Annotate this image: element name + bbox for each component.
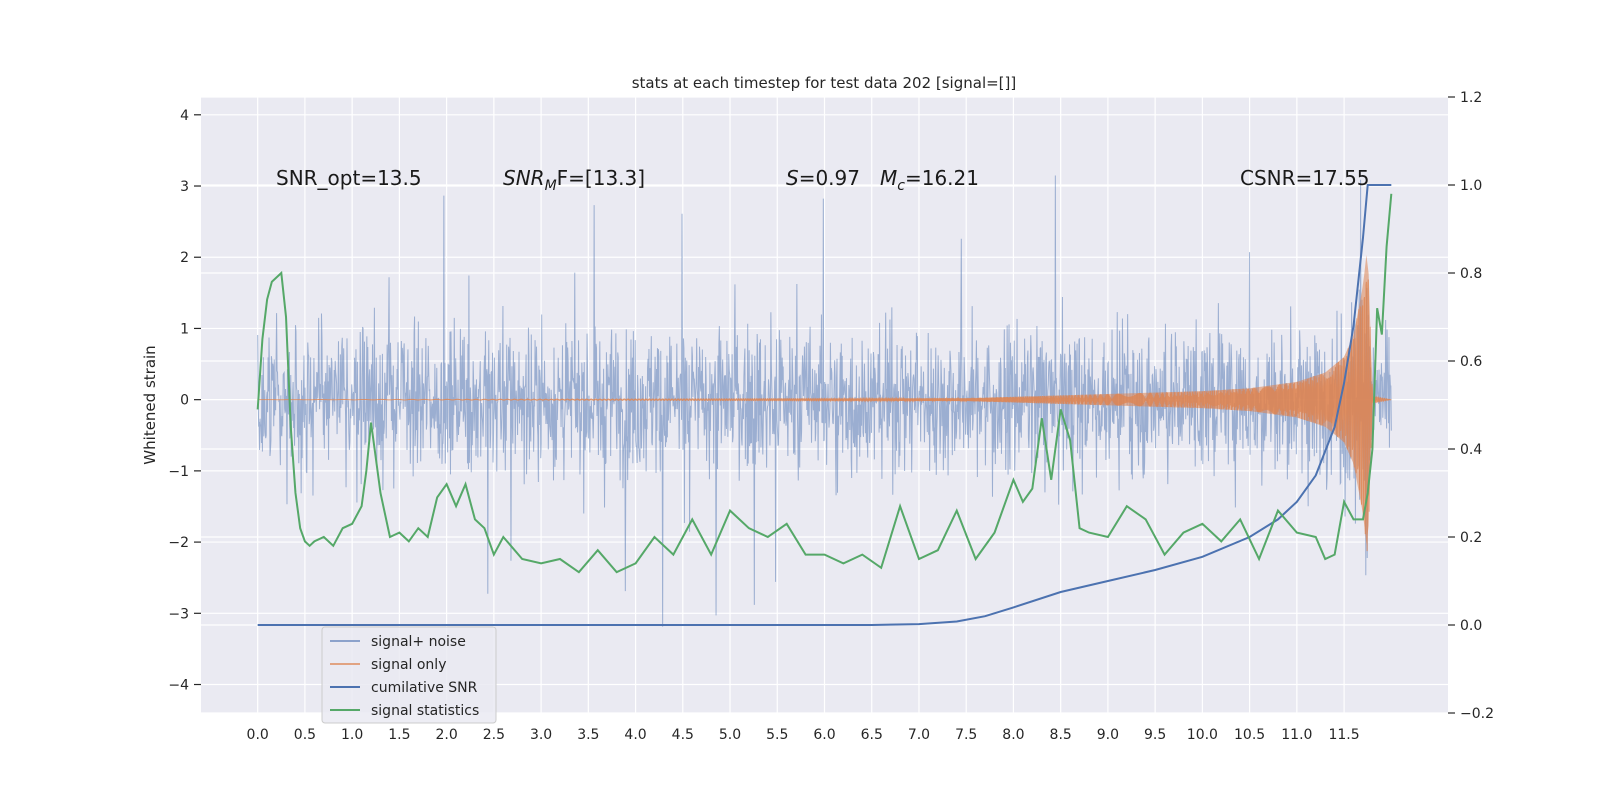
- y-tick-label-left: 4: [180, 108, 189, 124]
- y-tick-label-right: 1.0: [1460, 178, 1482, 194]
- y-tick-label-right: 0.2: [1460, 530, 1482, 546]
- chart-title: stats at each timestep for test data 202…: [632, 74, 1017, 92]
- x-tick-label: 8.5: [1050, 727, 1072, 743]
- annotation-snr-mf-value: F=[13.3]: [557, 166, 645, 190]
- y-tick-label-left: −3: [168, 606, 189, 622]
- annotation-mc-value: =16.21: [905, 166, 979, 190]
- annotation-mc-subscript: c: [897, 178, 905, 194]
- x-tick-label: 5.5: [766, 727, 788, 743]
- annotation-snr-opt: SNR_opt=13.5: [276, 166, 422, 190]
- x-tick-label: 11.0: [1281, 727, 1312, 743]
- stat-line: [256, 193, 1393, 574]
- annotation-mc-symbol: M: [880, 166, 897, 190]
- legend-box: [321, 626, 497, 724]
- signal-line: [257, 279, 1392, 552]
- y-tick-label-left: 1: [180, 321, 189, 337]
- annotation-s: S=0.97: [786, 166, 860, 190]
- x-tick-label: 9.0: [1097, 727, 1119, 743]
- y-tick-label-left: 0: [180, 393, 189, 409]
- annotation-snr-mf-symbol: SNR: [503, 166, 545, 190]
- legend-label-csnr: cumilative SNR: [371, 680, 478, 696]
- y-axis-right: 1.2 1.0 0.8 0.6 0.4 0.2 0.0 −0.2: [1448, 90, 1494, 722]
- annotation-csnr: CSNR=17.55: [1240, 166, 1370, 190]
- x-tick-label: 7.5: [955, 727, 977, 743]
- x-axis: 0.0 0.5 1.0 1.5 2.0 2.5 3.0 3.5 4.0 4.5 5.0 5.5 6.0 6…: [247, 727, 1360, 743]
- legend-label-noise: signal+ noise: [371, 634, 466, 650]
- y-tick-label-left: −1: [168, 464, 189, 480]
- x-tick-label: 8.0: [1002, 727, 1024, 743]
- noise-series: [257, 175, 1392, 627]
- y-tick-label-right: −0.2: [1460, 706, 1494, 722]
- x-tick-label: 9.5: [1144, 727, 1166, 743]
- y-tick-label-left: −2: [168, 535, 189, 551]
- x-tick-label: 2.0: [435, 727, 457, 743]
- annotation-s-symbol: S: [786, 166, 799, 190]
- x-tick-label: 7.0: [908, 727, 930, 743]
- y-axis-label: Whitened strain: [141, 345, 159, 464]
- stat-series: [256, 193, 1393, 574]
- x-tick-label: 6.0: [813, 727, 835, 743]
- y-tick-label-right: 1.2: [1460, 90, 1482, 106]
- legend: signal+ noise signal only cumilative SNR…: [321, 626, 497, 724]
- y-tick-label-left: −4: [168, 678, 189, 694]
- annotation-snr-mf-subscript: M: [545, 178, 557, 194]
- x-tick-label: 3.5: [577, 727, 599, 743]
- legend-label-stat: signal statistics: [371, 703, 479, 719]
- x-tick-label: 5.0: [719, 727, 741, 743]
- annotation-s-value: =0.97: [799, 166, 860, 190]
- x-tick-label: 10.5: [1234, 727, 1265, 743]
- y-tick-label-right: 0.0: [1460, 618, 1482, 634]
- x-tick-label: 0.5: [294, 727, 316, 743]
- noise-line: [257, 175, 1392, 627]
- annotation-snr-mf: SNRMF=[13.3]: [503, 166, 645, 194]
- y-tick-label-right: 0.4: [1460, 442, 1482, 458]
- x-tick-label: 2.5: [483, 727, 505, 743]
- y-tick-label-left: 3: [180, 179, 189, 195]
- annotation-mc: Mc=16.21: [880, 166, 979, 194]
- x-tick-label: 6.5: [861, 727, 883, 743]
- x-tick-label: 10.0: [1187, 727, 1218, 743]
- annotations: SNR_opt=13.5 SNRMF=[13.3] S=0.97 Mc=16.2…: [276, 166, 1370, 194]
- legend-label-signal: signal only: [371, 657, 446, 673]
- signal-series: [257, 254, 1392, 552]
- x-tick-label: 1.5: [388, 727, 410, 743]
- y-axis-left: 4 3 2 1 0 −1 −2 −3 −4: [168, 108, 201, 694]
- y-tick-label-right: 0.6: [1460, 354, 1482, 370]
- x-tick-label: 4.5: [672, 727, 694, 743]
- y-tick-label-right: 0.8: [1460, 266, 1482, 282]
- x-tick-label: 0.0: [247, 727, 269, 743]
- y-tick-label-left: 2: [180, 250, 189, 266]
- x-tick-label: 1.0: [341, 727, 363, 743]
- x-tick-label: 11.5: [1328, 727, 1359, 743]
- x-tick-label: 4.0: [624, 727, 646, 743]
- x-tick-label: 3.0: [530, 727, 552, 743]
